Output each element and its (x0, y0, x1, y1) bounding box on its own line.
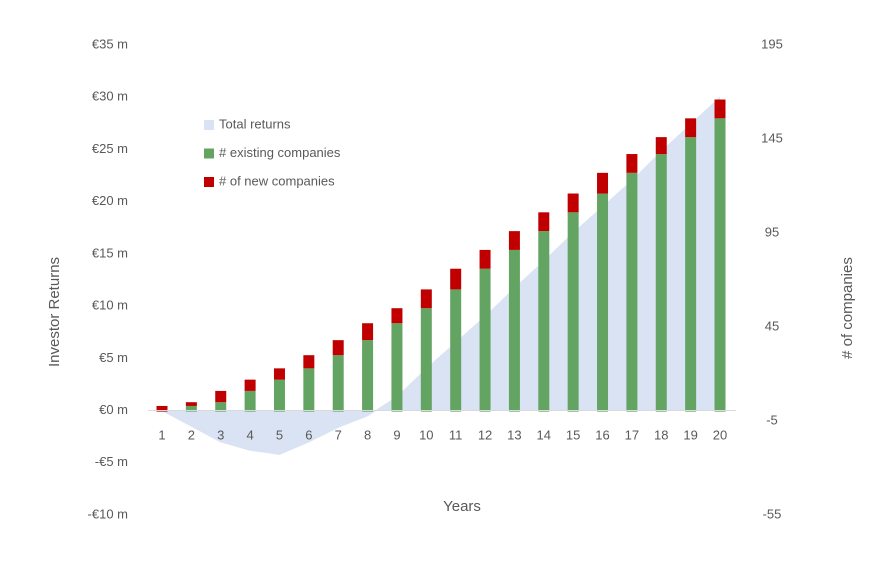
y2-tick-label: -55 (763, 506, 782, 521)
bar (626, 172, 638, 412)
bar (597, 172, 609, 194)
x-tick-label: 6 (305, 427, 312, 442)
bar (244, 379, 256, 391)
bar (362, 323, 374, 341)
y2-tick-label: 45 (765, 318, 779, 333)
bar (508, 249, 520, 412)
x-tick-label: 1 (158, 427, 165, 442)
x-tick-label: 4 (246, 427, 253, 442)
y2-tick-label: -5 (766, 412, 778, 427)
x-tick-label: 18 (654, 427, 668, 442)
x-axis-title: Years (443, 498, 481, 515)
x-tick-label: 3 (217, 427, 224, 442)
bar (185, 405, 197, 412)
bar (450, 289, 462, 412)
legend-swatch (204, 148, 214, 159)
bar (714, 118, 726, 412)
bar (479, 249, 491, 269)
y2-tick-label: 95 (765, 224, 779, 239)
bar (420, 289, 432, 309)
legend-label: # of new companies (219, 173, 335, 188)
x-tick-label: 11 (449, 427, 463, 442)
bar (597, 193, 609, 412)
y-tick-label: €0 m (99, 402, 128, 417)
bar (273, 379, 285, 412)
x-tick-label: 19 (683, 427, 697, 442)
y-tick-label: €15 m (92, 245, 128, 260)
bar (332, 355, 344, 412)
x-tick-label: 14 (537, 427, 551, 442)
bar (567, 212, 579, 412)
bar (508, 231, 520, 250)
bar (655, 154, 667, 412)
bar (391, 308, 403, 324)
y-tick-label: €10 m (92, 298, 128, 313)
y-axis-title: Investor Returns (46, 257, 63, 367)
bar (391, 323, 403, 412)
x-tick-label: 10 (419, 427, 433, 442)
y2-tick-label: 145 (761, 130, 783, 145)
bar (303, 368, 315, 412)
y2-tick-label: 195 (761, 36, 783, 51)
x-tick-label: 20 (713, 427, 727, 442)
bar (538, 212, 550, 232)
area-fill (162, 97, 720, 455)
y-tick-label: €25 m (92, 141, 128, 156)
bar (626, 154, 638, 173)
bar (156, 405, 168, 412)
bar (685, 118, 697, 138)
y-tick-label: -€5 m (95, 454, 128, 469)
x-tick-label: 8 (364, 427, 371, 442)
y2-axis-title: # of companies (839, 257, 856, 359)
bar (479, 268, 491, 412)
bar (538, 231, 550, 412)
x-tick-label: 9 (393, 427, 400, 442)
y-tick-label: €35 m (92, 36, 128, 51)
x-tick-label: 17 (625, 427, 639, 442)
bar (215, 402, 227, 412)
bar (332, 340, 344, 356)
bar (567, 193, 579, 213)
bar (273, 368, 285, 380)
x-tick-label: 7 (335, 427, 342, 442)
bar (362, 340, 374, 412)
bar (655, 137, 667, 155)
y-tick-label: -€10 m (88, 506, 128, 521)
bar (450, 268, 462, 290)
bar (215, 390, 227, 403)
y-tick-label: €5 m (99, 350, 128, 365)
x-tick-label: 16 (595, 427, 609, 442)
bar (685, 137, 697, 412)
legend-swatch (204, 120, 214, 130)
x-tick-label: 13 (507, 427, 521, 442)
bar (714, 99, 726, 119)
bar (244, 390, 256, 412)
y-tick-label: €20 m (92, 193, 128, 208)
legend-swatch (204, 177, 214, 187)
y-tick-label: €30 m (92, 89, 128, 104)
bar (420, 308, 432, 412)
x-tick-label: 5 (276, 427, 283, 442)
x-tick-label: 15 (566, 427, 580, 442)
bar (185, 402, 197, 406)
bar (303, 355, 315, 369)
x-tick-label: 2 (188, 427, 195, 442)
legend-label: Total returns (219, 116, 291, 131)
legend-label: # existing companies (219, 145, 341, 160)
x-tick-label: 12 (478, 427, 492, 442)
